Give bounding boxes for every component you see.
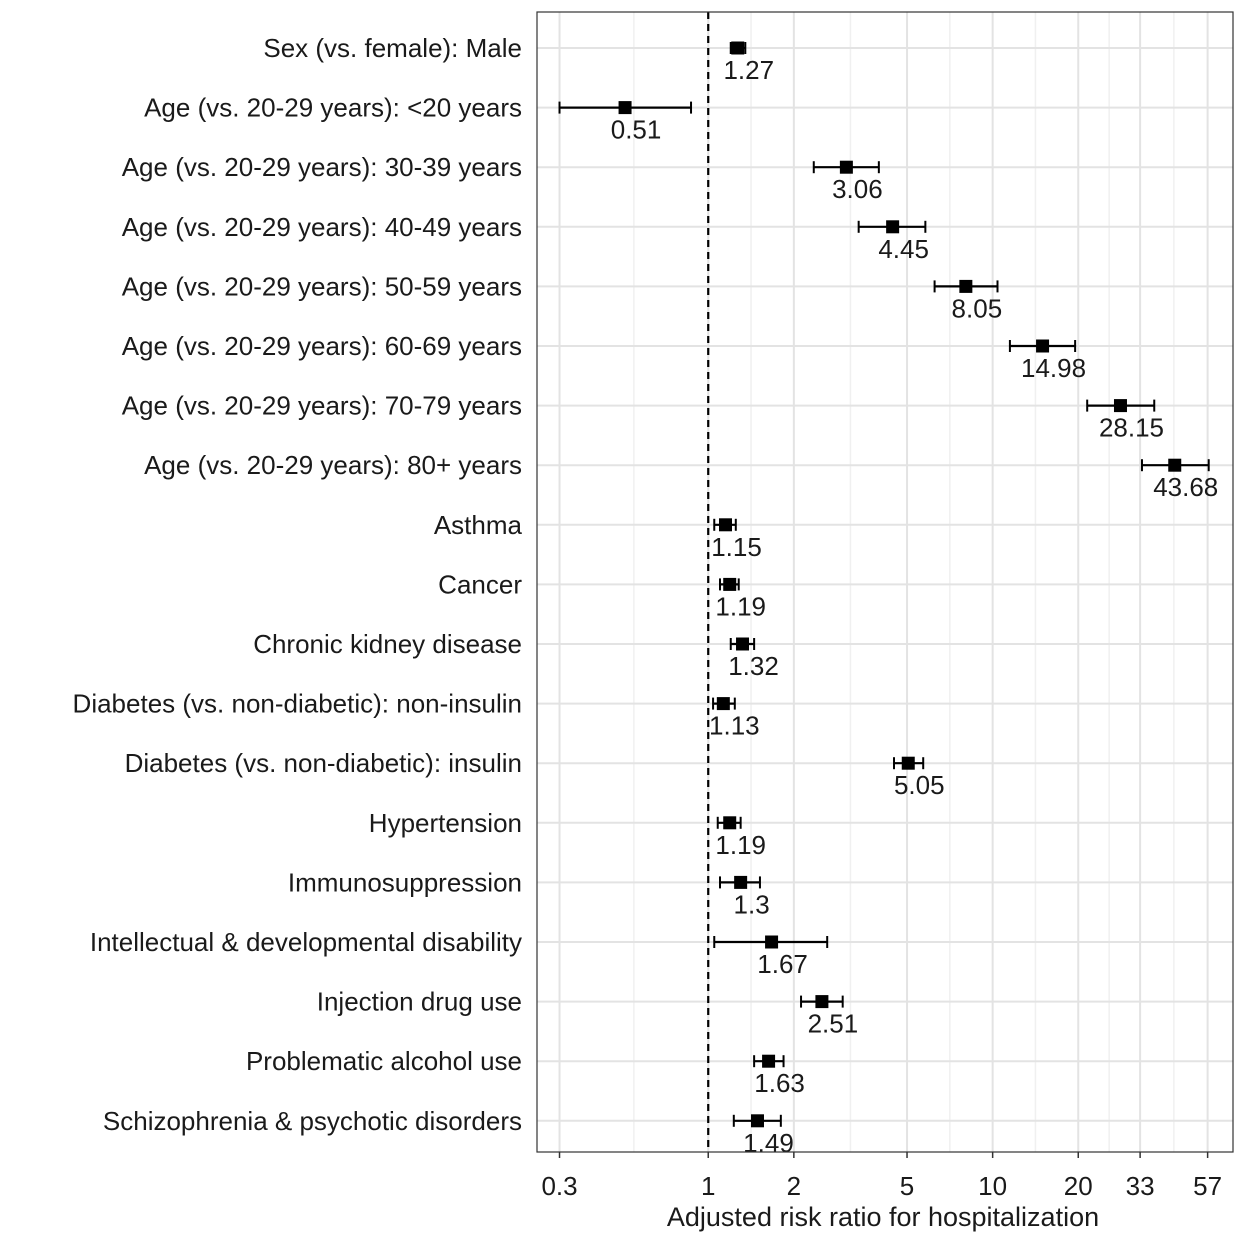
forest-row: 1.15: [711, 518, 762, 562]
value-label: 3.06: [832, 174, 883, 204]
value-label: 5.05: [894, 770, 945, 800]
value-label: 1.19: [715, 591, 766, 621]
value-label: 28.15: [1099, 413, 1164, 443]
row-label: Immunosuppression: [288, 867, 522, 897]
row-label: Age (vs. 20-29 years): 50-59 years: [122, 271, 522, 301]
point-estimate: [1113, 399, 1127, 413]
forest-row: 5.05: [893, 756, 945, 800]
forest-row: 14.98: [1008, 339, 1086, 383]
row-labels-layer: Sex (vs. female): Male Age (vs. 20-29 yea…: [73, 33, 523, 1136]
row-label: Diabetes (vs. non-diabetic): insulin: [125, 748, 522, 778]
row-label: Asthma: [434, 510, 523, 540]
point-estimate: [1036, 339, 1050, 353]
forest-row: 1.27: [723, 41, 774, 85]
point-estimate: [723, 816, 737, 830]
row-label: Sex (vs. female): Male: [263, 33, 522, 63]
point-estimate: [723, 577, 737, 591]
forest-row: 3.06: [812, 160, 883, 204]
row-label: Schizophrenia & psychotic disorders: [103, 1106, 522, 1136]
forest-row: 1.3: [719, 875, 770, 919]
x-tick-label: 20: [1064, 1171, 1093, 1201]
forest-row: 1.63: [753, 1054, 805, 1098]
x-tick-label: 57: [1193, 1171, 1222, 1201]
value-label: 43.68: [1153, 472, 1218, 502]
row-label: Intellectual & developmental disability: [90, 927, 522, 957]
value-label: 2.51: [808, 1009, 859, 1039]
point-estimate: [765, 935, 779, 949]
value-label: 1.27: [723, 55, 774, 85]
point-estimate: [618, 101, 632, 115]
point-estimate: [815, 995, 829, 1009]
point-estimate: [734, 875, 748, 889]
point-estimate: [718, 518, 732, 532]
row-label: Hypertension: [369, 808, 522, 838]
value-label: 1.15: [711, 532, 762, 562]
row-label: Age (vs. 20-29 years): 70-79 years: [122, 391, 522, 421]
marks-layer: 1.27 0.51 3.06 4.45 8.05 14.98 28.15 43.68 1.15 1…: [558, 41, 1218, 1158]
forest-row: 0.51: [558, 101, 693, 145]
row-label: Age (vs. 20-29 years): 80+ years: [144, 450, 522, 480]
x-tick-label: 1: [701, 1171, 715, 1201]
point-estimate: [762, 1054, 776, 1068]
forest-row: 1.49: [732, 1114, 794, 1158]
forest-row: 2.51: [800, 995, 859, 1039]
value-label: 1.19: [715, 830, 766, 860]
forest-row: 1.67: [713, 935, 829, 979]
row-label: Age (vs. 20-29 years): 60-69 years: [122, 331, 522, 361]
row-label: Diabetes (vs. non-diabetic): non-insulin: [73, 689, 522, 719]
row-label: Cancer: [438, 569, 522, 599]
x-tick-label: 33: [1126, 1171, 1155, 1201]
value-label: 1.63: [754, 1068, 805, 1098]
forest-row: 1.32: [728, 637, 779, 681]
point-estimate: [959, 279, 973, 293]
x-tick-label: 2: [787, 1171, 801, 1201]
row-label: Problematic alcohol use: [246, 1046, 522, 1076]
forest-row: 28.15: [1086, 399, 1164, 443]
forest-row: 43.68: [1140, 458, 1218, 502]
value-label: 14.98: [1021, 353, 1086, 383]
x-tick-label: 10: [978, 1171, 1007, 1201]
point-estimate: [839, 160, 853, 174]
value-label: 1.13: [709, 711, 760, 741]
point-estimate: [901, 756, 915, 770]
grid-layer: [537, 12, 1233, 1152]
row-label: Age (vs. 20-29 years): <20 years: [144, 93, 522, 123]
forest-row: 1.19: [715, 816, 766, 860]
row-label: Chronic kidney disease: [253, 629, 522, 659]
value-label: 8.05: [952, 293, 1003, 323]
value-label: 1.67: [757, 949, 808, 979]
point-estimate: [736, 637, 750, 651]
value-label: 1.32: [728, 651, 779, 681]
value-label: 0.51: [611, 115, 662, 145]
row-label: Age (vs. 20-29 years): 40-49 years: [122, 212, 522, 242]
point-estimate: [731, 41, 745, 55]
row-label: Age (vs. 20-29 years): 30-39 years: [122, 152, 522, 182]
row-label: Injection drug use: [317, 987, 522, 1017]
x-tick-label: 0.3: [541, 1171, 577, 1201]
point-estimate: [886, 220, 900, 234]
x-axis: 0.3 1 2 5 10 20 33 57: [541, 1152, 1222, 1201]
forest-row: 1.19: [715, 577, 766, 621]
forest-row: 8.05: [933, 279, 1003, 323]
panel-border: [536, 11, 1234, 1153]
forest-row: 4.45: [857, 220, 929, 264]
point-estimate: [716, 697, 730, 711]
x-axis-title: Adjusted risk ratio for hospitalization: [667, 1202, 1099, 1232]
value-label: 1.3: [734, 889, 770, 919]
point-estimate: [1168, 458, 1182, 472]
forest-row: 1.13: [709, 697, 760, 741]
point-estimate: [750, 1114, 764, 1128]
x-tick-label: 5: [900, 1171, 914, 1201]
value-label: 1.49: [743, 1128, 794, 1158]
value-label: 4.45: [878, 234, 929, 264]
